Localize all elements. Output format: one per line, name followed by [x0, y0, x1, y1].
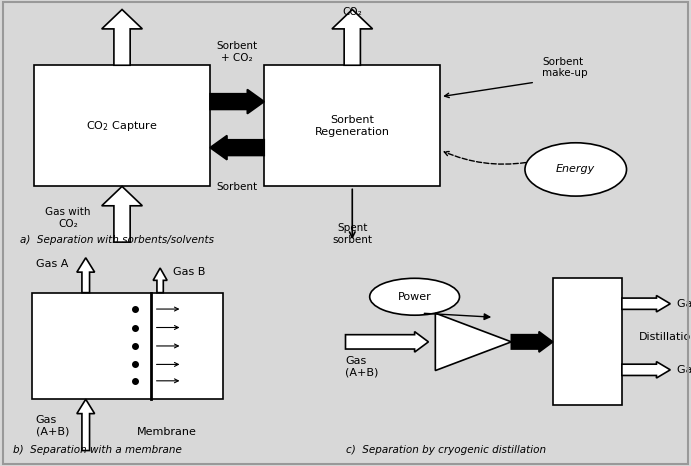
Text: Spent
sorbent: Spent sorbent	[332, 223, 372, 245]
Text: Gas
(A+B): Gas (A+B)	[346, 356, 379, 377]
Ellipse shape	[370, 278, 460, 315]
Text: Gas B: Gas B	[677, 365, 691, 375]
FancyBboxPatch shape	[264, 65, 440, 186]
Text: Gas with
CO₂: Gas with CO₂	[45, 207, 91, 229]
FancyBboxPatch shape	[553, 278, 622, 405]
FancyArrow shape	[511, 332, 553, 352]
Text: Membrane: Membrane	[137, 427, 196, 437]
FancyArrow shape	[102, 9, 142, 65]
Text: Sorbent: Sorbent	[216, 182, 258, 192]
FancyArrow shape	[77, 399, 95, 451]
Text: Gas A: Gas A	[35, 259, 68, 269]
FancyBboxPatch shape	[34, 65, 210, 186]
FancyArrow shape	[622, 362, 670, 378]
Text: b)  Separation with a membrane: b) Separation with a membrane	[13, 445, 182, 455]
FancyArrow shape	[153, 268, 167, 293]
Ellipse shape	[525, 143, 627, 196]
FancyArrow shape	[332, 9, 372, 65]
Polygon shape	[435, 313, 511, 370]
Text: c)  Separation by cryogenic distillation: c) Separation by cryogenic distillation	[346, 445, 546, 455]
Text: Gas
(A+B): Gas (A+B)	[35, 415, 69, 437]
Text: Gas B: Gas B	[173, 267, 205, 277]
Text: CO$_2$ Capture: CO$_2$ Capture	[86, 119, 158, 133]
FancyArrow shape	[622, 295, 670, 312]
FancyArrow shape	[210, 89, 264, 114]
Text: Power: Power	[398, 292, 431, 302]
FancyArrow shape	[346, 332, 428, 352]
Text: Sorbent
Regeneration: Sorbent Regeneration	[315, 115, 390, 137]
Text: Sorbent
+ CO₂: Sorbent + CO₂	[216, 41, 258, 63]
Text: a)  Separation with sorbents/solvents: a) Separation with sorbents/solvents	[21, 234, 214, 245]
Text: Distillation: Distillation	[639, 332, 691, 342]
FancyArrow shape	[77, 258, 95, 293]
Text: Gas A: Gas A	[677, 299, 691, 308]
Text: Sorbent
make-up: Sorbent make-up	[542, 57, 587, 78]
FancyArrow shape	[102, 186, 142, 242]
Text: Energy: Energy	[556, 164, 596, 174]
FancyArrow shape	[210, 136, 264, 160]
Text: CO₂: CO₂	[343, 7, 362, 17]
FancyBboxPatch shape	[32, 293, 223, 399]
